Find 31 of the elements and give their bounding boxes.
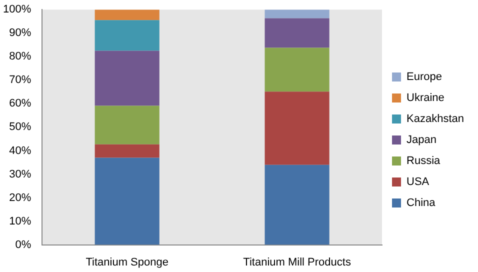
legend-label: Japan: [406, 134, 437, 146]
y-tick-label: 90%: [9, 27, 32, 40]
x-tick-label: Titanium Mill Products: [243, 256, 352, 268]
bar: [94, 10, 160, 20]
y-tick-label: 70%: [9, 74, 32, 86]
bar: [264, 48, 330, 92]
bar: [94, 106, 160, 144]
y-tick-label: 30%: [9, 168, 32, 180]
y-tick-label: 100%: [2, 4, 32, 16]
y-tick-label: 60%: [9, 98, 32, 110]
bar: [94, 158, 160, 245]
legend-label: Kazakhstan: [406, 113, 464, 126]
x-tick-label: Titanium Sponge: [86, 256, 168, 268]
legend-label: China: [406, 197, 436, 210]
y-tick-label: 40%: [9, 144, 32, 157]
legend-label: Ukraine: [406, 92, 444, 104]
bar: [94, 20, 160, 51]
legend-label: USA: [406, 176, 430, 188]
y-tick-label: 10%: [9, 215, 32, 228]
y-tick-label: 50%: [9, 121, 32, 134]
legend-label: Europe: [406, 71, 442, 84]
bar: [94, 50, 160, 106]
bar: [264, 92, 330, 165]
bar: [94, 144, 160, 158]
bar: [264, 18, 330, 48]
legend-label: Russia: [406, 155, 442, 168]
bar: [264, 10, 330, 18]
bar: [264, 164, 330, 245]
y-tick-label: 20%: [9, 192, 32, 204]
y-tick-label: 80%: [9, 50, 32, 63]
y-tick-label: 0%: [15, 238, 32, 251]
